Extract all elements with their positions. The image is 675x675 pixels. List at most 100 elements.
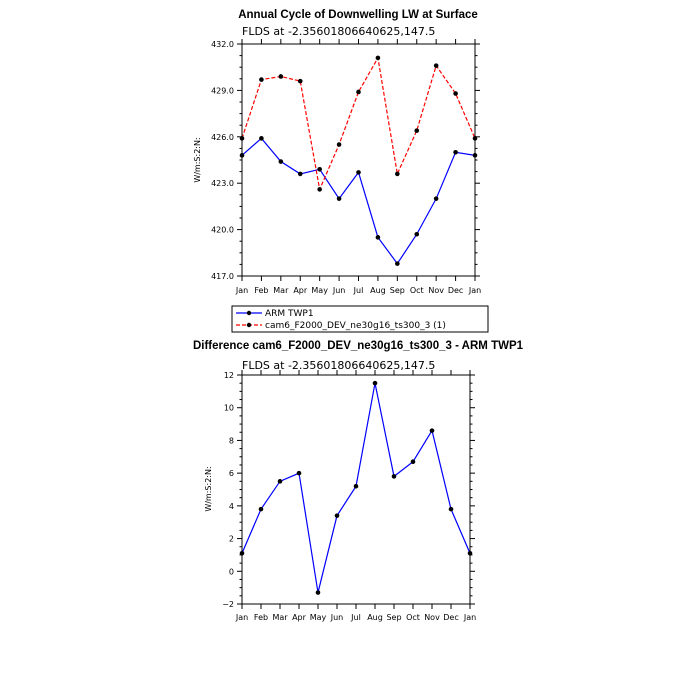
y-axis: 12 10 8 6 4 2 0 −2 — [222, 371, 475, 609]
data-point — [453, 149, 458, 155]
x-tick-label: Apr — [292, 613, 307, 622]
x-tick-label: Nov — [424, 613, 440, 622]
data-point — [336, 196, 342, 201]
x-tick-label: May — [311, 286, 328, 295]
data-point — [372, 380, 378, 386]
data-point — [467, 550, 473, 556]
chart-title: Difference cam6_F2000_DEV_ne30g16_ts300_… — [193, 340, 524, 352]
data-point — [334, 513, 340, 518]
data-point — [278, 159, 284, 164]
y-tick-label: 8 — [229, 436, 234, 445]
y-tick-label: 12 — [224, 371, 234, 380]
series-points — [239, 55, 478, 266]
data-point — [375, 235, 381, 240]
data-point — [453, 91, 458, 96]
data-point — [297, 78, 303, 84]
chart-subtitle: FLDS at -2.35601806640625,147.5 — [242, 25, 435, 38]
top-chart: Annual Cycle of Downwelling LW at Surfac… — [193, 9, 481, 295]
x-axis: Jan Feb Mar Apr May Jun Jul Aug Sep Oct Nov Dec Jan — [235, 370, 476, 622]
x-tick-label: Mar — [273, 286, 289, 295]
data-point — [414, 231, 420, 237]
x-tick-label: Feb — [254, 613, 268, 622]
chart-subtitle: FLDS at -2.35601806640625,147.5 — [242, 359, 435, 372]
x-tick-label: Sep — [390, 286, 405, 295]
x-tick-label: Jul — [350, 613, 361, 622]
data-point — [239, 136, 245, 141]
data-point — [317, 166, 322, 172]
x-tick-label: Mar — [272, 613, 288, 622]
x-tick-label: Nov — [428, 286, 444, 295]
y-tick-label: 420.0 — [211, 226, 234, 235]
data-point — [433, 196, 439, 201]
x-tick-label: Oct — [410, 286, 424, 295]
data-point — [317, 187, 322, 192]
y-tick-label: −2 — [222, 600, 234, 609]
y-tick-label: 432.0 — [211, 40, 234, 49]
data-point — [239, 550, 245, 556]
data-point — [472, 153, 478, 158]
data-point — [429, 428, 435, 433]
plot-frame — [241, 374, 471, 605]
x-tick-label: May — [310, 613, 327, 622]
x-tick-label: Oct — [406, 613, 420, 622]
y-axis-label: W/m:S:2:N: — [204, 466, 213, 511]
data-point — [296, 470, 302, 476]
y-tick-label: 6 — [229, 469, 234, 478]
data-point — [239, 153, 245, 158]
data-point — [356, 170, 361, 175]
x-tick-label: Dec — [443, 613, 458, 622]
x-tick-label: Jan — [235, 286, 248, 295]
y-tick-label: 426.0 — [211, 133, 234, 142]
y-tick-label: 423.0 — [211, 179, 234, 188]
data-point — [336, 142, 342, 147]
data-point — [375, 55, 381, 61]
data-point — [315, 590, 321, 595]
legend-box — [231, 305, 489, 333]
legend: ARM TWP1 cam6_F2000_DEV_ne30g16_ts300_3 … — [231, 305, 489, 333]
data-point — [356, 89, 361, 95]
x-tick-label: Jan — [235, 613, 248, 622]
legend-marker-cam6 — [246, 322, 252, 328]
series-line-1 — [241, 56, 476, 192]
y-axis: 432.0 429.0 426.0 423.0 420.0 417.0 — [211, 40, 480, 281]
data-point — [277, 479, 283, 484]
y-tick-label: 2 — [229, 535, 234, 544]
y-tick-label: 0 — [229, 567, 234, 576]
data-point — [297, 171, 303, 177]
x-tick-label: Jun — [330, 613, 344, 622]
data-point — [278, 74, 284, 79]
y-tick-label: 417.0 — [211, 272, 234, 281]
data-point — [259, 77, 264, 82]
x-tick-label: Feb — [254, 286, 268, 295]
data-point — [472, 136, 478, 141]
chart-title: Annual Cycle of Downwelling LW at Surfac… — [238, 9, 478, 21]
y-tick-label: 429.0 — [211, 86, 234, 95]
series-line-0 — [241, 137, 476, 265]
series-lines — [241, 56, 476, 265]
data-point — [410, 459, 416, 464]
data-point — [433, 63, 439, 68]
x-tick-label: Aug — [370, 286, 386, 295]
data-point — [353, 483, 359, 489]
x-tick-label: Apr — [293, 286, 308, 295]
data-point — [391, 474, 397, 479]
y-axis-label: W/m:S:2:N: — [193, 137, 202, 182]
series-points — [239, 380, 473, 595]
y-tick-label: 10 — [224, 404, 234, 413]
data-point — [258, 506, 264, 512]
legend-label-cam6: cam6_F2000_DEV_ne30g16_ts300_3 (1) — [265, 321, 446, 331]
x-tick-label: Sep — [386, 613, 401, 622]
legend-label-arm: ARM TWP1 — [265, 309, 314, 319]
x-tick-label: Jun — [332, 286, 346, 295]
x-tick-label: Aug — [367, 613, 383, 622]
data-point — [395, 261, 400, 266]
data-point — [259, 136, 264, 141]
data-point — [395, 171, 400, 177]
bottom-chart: Difference cam6_F2000_DEV_ne30g16_ts300_… — [193, 340, 524, 622]
legend-marker-arm — [246, 310, 252, 316]
x-tick-label: Jan — [463, 613, 476, 622]
data-point — [448, 506, 454, 512]
data-point — [414, 128, 420, 133]
x-tick-label: Jan — [468, 286, 481, 295]
